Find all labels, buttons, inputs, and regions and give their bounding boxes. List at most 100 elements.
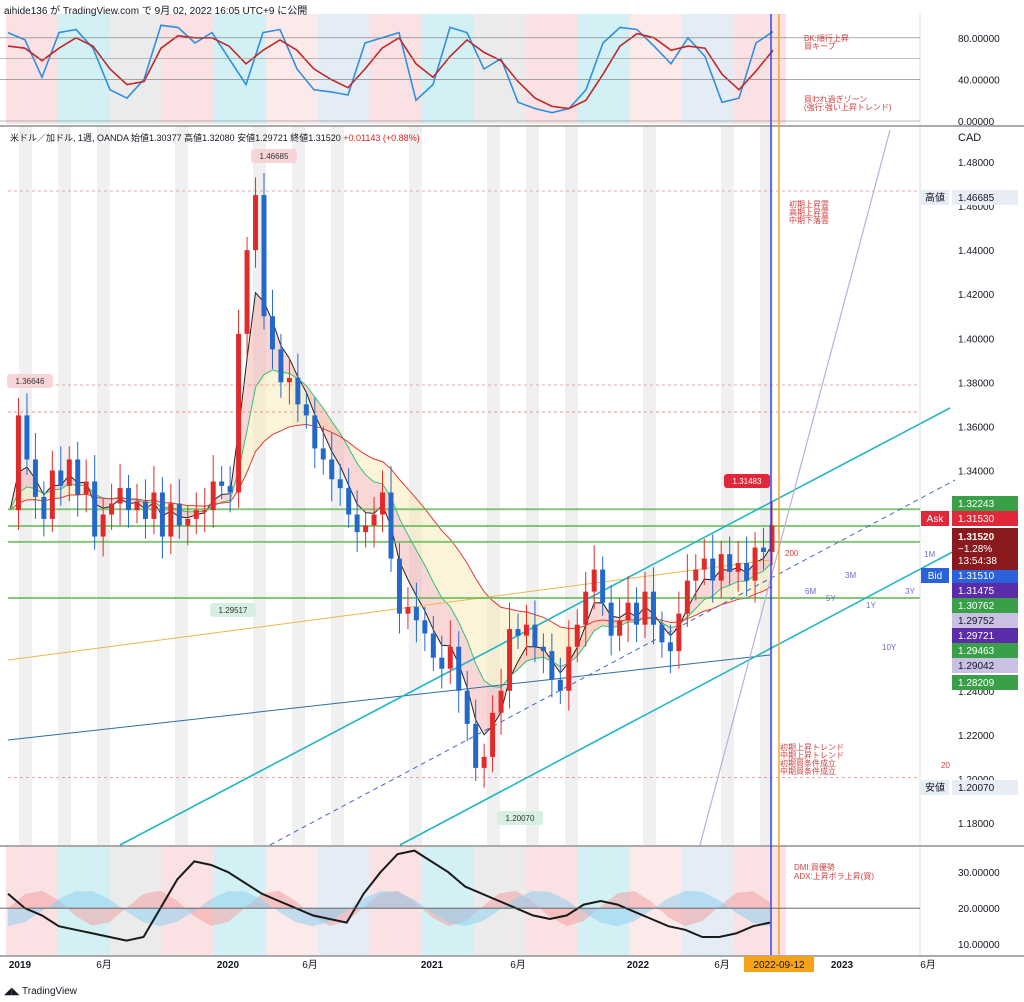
x-tick-label: 6月 [510,959,526,971]
candle-body [210,481,216,511]
stoch-zone-band [695,14,708,124]
price-label: 1.46685 [958,193,995,204]
candle-body [185,518,191,526]
candle-body [684,580,690,614]
price-annotation: 中期買条件成立 [780,766,836,776]
candle-body [456,646,462,691]
stoch-zone-band [682,14,695,124]
candle-body [134,501,140,511]
price-tick-label: 1.34000 [958,466,995,477]
stoch-zone-band [292,14,305,124]
candle-body [430,633,436,658]
price-label: 1.29463 [958,646,995,657]
stoch-zone-band [6,14,19,124]
price-callout-box [7,374,53,388]
symbol-name[interactable]: 米ドル／加ドル, 1週, OANDA [10,133,129,143]
candle-body [549,651,555,680]
price-label-box [952,675,1018,690]
price-tick-label: 1.22000 [958,731,995,742]
stoch-zone-band [578,14,591,124]
price-zone-band [175,127,188,845]
candle-body [659,624,665,643]
price-zone-band [292,127,305,845]
stoch-series-line [7,32,774,110]
price-tag-box [921,190,949,205]
stoch-annotation: BK:順行上昇 [804,33,849,43]
price-label: 1.29752 [958,616,995,627]
stoch-zone-band [45,14,58,124]
price-label: 1.30762 [958,601,995,612]
candle-body [236,333,242,493]
dmi-zone-band [318,847,331,955]
stoch-zone-band [721,14,734,124]
dmi-zone-band [110,847,123,955]
stoch-zone-band [708,14,721,124]
candle-body [439,657,445,669]
dmi-zone-band [448,847,461,955]
candle-body [650,591,656,625]
change-value: +0.01143 (+0.88%) [343,133,420,143]
stoch-zone-band [630,14,643,124]
candle-body [41,496,47,519]
price-annotation: 高期上昇雲 [789,207,829,217]
price-annotation: 1M [924,550,935,559]
price-tick-label: 1.48000 [958,158,995,169]
price-label-box [952,511,1018,526]
candle-body [117,488,123,504]
candle-body [769,525,775,552]
tradingview-logo[interactable]: ◢◣ TradingView [4,986,77,997]
candle-body [523,624,529,636]
price-label-box [952,568,1018,583]
stoch-zone-band [435,14,448,124]
price-annotation: 3Y [905,587,915,596]
candle-body [727,554,733,572]
price-label-box [952,583,1018,598]
current-date-label: 2022-09-12 [753,960,805,971]
stoch-zone-band [760,14,773,124]
price-tick-label: 1.38000 [958,378,995,389]
price-callout-box [210,603,256,617]
x-tick-label: 2020 [217,960,240,971]
projection-line [699,129,891,846]
dmi-zone-band [188,847,201,955]
candle-body [515,629,521,636]
stoch-zone-band [71,14,84,124]
candle-body [278,349,284,383]
price-tick-label: 1.18000 [958,819,995,830]
dmi-zone-band [123,847,136,955]
candle-body [269,316,275,350]
candle-body [92,481,98,537]
price-tick-label: 1.46000 [958,202,995,213]
stoch-zone-band [318,14,331,124]
dmi-zone-band [175,847,188,955]
stoch-zone-band [409,14,422,124]
dmi-zone-band [656,847,669,955]
price-zone-band [58,127,71,845]
stoch-zone-band [188,14,201,124]
stoch-zone-band [110,14,123,124]
x-tick-label: 6月 [920,959,936,971]
price-callout-box [724,474,770,488]
price-tag-text: Bid [928,571,942,582]
candle-body [227,485,233,493]
candle-body [219,481,225,486]
candle-body [583,591,589,625]
stoch-annotation: 買キープ [804,42,836,51]
x-tick-label: 2019 [9,960,32,971]
dmi-zone-band [6,847,19,955]
candle-body [591,569,597,592]
price-label-box [952,628,1018,643]
stoch-zone-band [669,14,682,124]
dmi-tick-label: 30.00000 [958,868,1000,879]
price-tag-text: Ask [927,514,945,525]
price-tick-label: 1.40000 [958,334,995,345]
price-label: 1.31510 [958,571,995,582]
stoch-zone-band [253,14,266,124]
candle-body [507,629,513,691]
stoch-zone-band [84,14,97,124]
bar-countdown: 13:54:38 [958,556,997,567]
channel-lower-line [399,547,961,846]
price-callout-label: 1.36646 [16,377,45,386]
ma-200-line [7,654,771,741]
